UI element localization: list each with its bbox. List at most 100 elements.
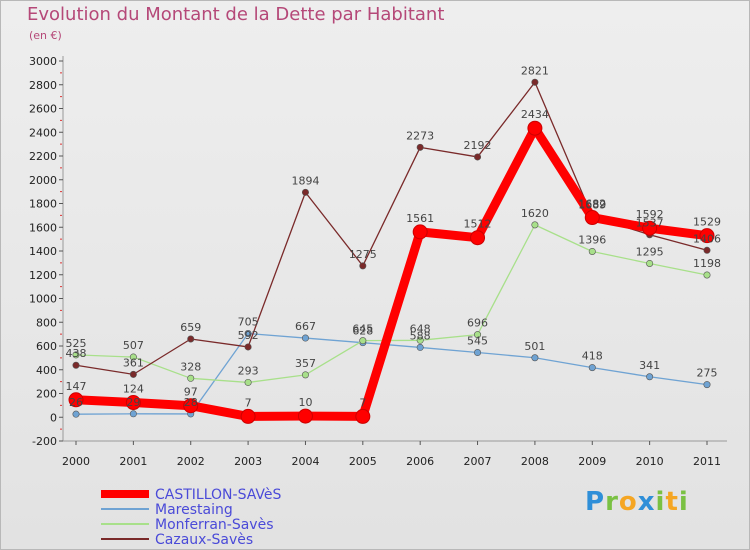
- data-point: [531, 221, 539, 229]
- series-line: [71, 123, 712, 421]
- series-line: [75, 224, 708, 384]
- y-tick-label: 800: [36, 316, 57, 329]
- data-point: [129, 410, 137, 418]
- data-point: [703, 271, 711, 279]
- logo-letter: i: [678, 487, 689, 517]
- x-tick-label: 2002: [177, 455, 205, 468]
- data-point: [187, 335, 195, 343]
- data-point: [72, 351, 80, 359]
- data-point: [129, 370, 137, 378]
- data-point: [244, 330, 252, 338]
- legend: CASTILLON-SAVèSMarestaingMonferran-Savès…: [101, 487, 281, 548]
- y-tick-label: 1200: [29, 269, 57, 282]
- data-label: 1396: [578, 233, 606, 246]
- series-layer: 147 124 97 7 10 7 1561 1512 2434 1682 1592 1529 26 29…: [66, 64, 721, 424]
- legend-label: CASTILLON-SAVèS: [155, 487, 281, 503]
- data-label: 438: [66, 347, 87, 360]
- data-label: 2192: [464, 139, 492, 152]
- data-point: [72, 410, 80, 418]
- x-tick-label: 2005: [349, 455, 377, 468]
- data-point: [359, 337, 367, 345]
- logo-letter: x: [637, 487, 656, 517]
- y-tick-label: 1400: [29, 245, 57, 258]
- y-tick-label: 600: [36, 340, 57, 353]
- x-tick-label: 2003: [234, 455, 262, 468]
- data-label: 357: [295, 357, 316, 370]
- data-label: 1198: [693, 257, 721, 270]
- x-tick-label: 2009: [578, 455, 606, 468]
- data-label: 1537: [636, 217, 664, 230]
- data-point: [584, 210, 600, 226]
- data-label: 705: [238, 316, 259, 329]
- data-label: 648: [410, 322, 431, 335]
- data-point: [355, 408, 371, 424]
- data-label: 147: [66, 380, 87, 393]
- data-label: 2273: [406, 129, 434, 142]
- data-label: 361: [123, 356, 144, 369]
- data-point: [416, 336, 424, 344]
- data-label: 7: [245, 396, 252, 409]
- data-point: [297, 408, 313, 424]
- data-point: [68, 392, 84, 408]
- data-point: [416, 343, 424, 351]
- x-tick-label: 2004: [291, 455, 319, 468]
- data-label: 293: [238, 364, 259, 377]
- data-label: 1689: [578, 199, 606, 212]
- data-label: 10: [298, 396, 312, 409]
- data-label: 1894: [291, 174, 319, 187]
- data-label: 1561: [406, 212, 434, 225]
- data-label: 696: [467, 317, 488, 330]
- data-point: [531, 354, 539, 362]
- logo-letter: i: [655, 487, 666, 517]
- data-point: [359, 262, 367, 270]
- data-point: [301, 188, 309, 196]
- data-point: [301, 371, 309, 379]
- logo-letter: P: [585, 487, 606, 517]
- data-label: 328: [180, 360, 201, 373]
- proxiti-logo: Proxiti: [585, 487, 689, 517]
- data-label: 275: [697, 367, 718, 380]
- data-label: 667: [295, 320, 316, 333]
- data-point: [125, 395, 141, 411]
- data-label: 29: [126, 396, 140, 409]
- data-point: [72, 361, 80, 369]
- logo-letter: r: [605, 487, 619, 517]
- y-tick-label: 3000: [29, 55, 57, 68]
- x-tick-label: 2000: [62, 455, 90, 468]
- data-point: [187, 374, 195, 382]
- data-label: 7: [359, 396, 366, 409]
- axes: -200 0 200 400 600 800 1000 1200 1400 1600 1800 200…: [29, 55, 727, 468]
- data-point: [588, 364, 596, 372]
- y-tick-label: 1000: [29, 293, 57, 306]
- data-point: [642, 220, 658, 236]
- chart-title: Evolution du Montant de la Dette par Hab…: [27, 4, 445, 25]
- data-label: 2434: [521, 108, 549, 121]
- y-tick-label: 2400: [29, 126, 57, 139]
- series-2: [72, 221, 711, 386]
- data-point: [183, 398, 199, 414]
- data-point: [301, 334, 309, 342]
- data-point: [699, 228, 715, 244]
- data-point: [412, 224, 428, 240]
- data-point: [129, 353, 137, 361]
- chart-unit: (en €): [29, 29, 62, 42]
- x-tick-label: 2011: [693, 455, 721, 468]
- data-label: 28: [184, 396, 198, 409]
- data-label: 628: [352, 325, 373, 338]
- data-point: [646, 259, 654, 267]
- data-point: [474, 153, 482, 161]
- data-label: 501: [524, 340, 545, 353]
- x-tick-label: 2010: [636, 455, 664, 468]
- data-label: 545: [467, 335, 488, 348]
- legend-label: Monferran-Savès: [155, 517, 274, 533]
- data-point: [588, 247, 596, 255]
- data-label: 588: [410, 329, 431, 342]
- data-label: 2821: [521, 64, 549, 77]
- legend-label: Cazaux-Savès: [155, 532, 253, 548]
- series-line: [75, 332, 708, 415]
- x-tick-label: 2008: [521, 455, 549, 468]
- legend-label: Marestaing: [155, 502, 233, 518]
- data-point: [416, 143, 424, 151]
